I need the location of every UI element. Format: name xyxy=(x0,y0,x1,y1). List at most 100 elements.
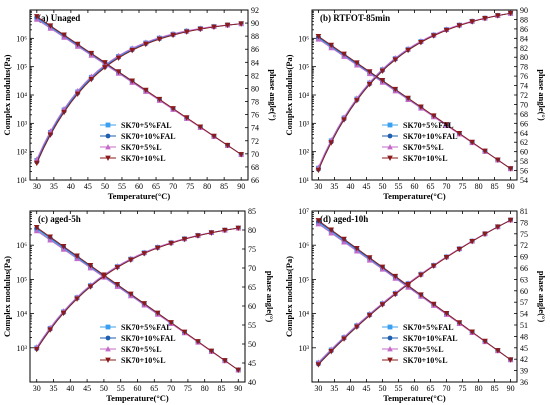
x-tick-label: 35 xyxy=(50,182,58,191)
modulus-point xyxy=(141,301,148,307)
phase-point xyxy=(418,272,424,278)
modulus-point xyxy=(456,130,463,137)
y-right-tick-label: 78 xyxy=(520,218,528,227)
y-right-tick-label: 90 xyxy=(520,6,528,15)
modulus-series-line xyxy=(36,227,239,371)
modulus-point xyxy=(443,310,450,317)
phase-series-line xyxy=(36,23,242,163)
modulus-point xyxy=(114,282,121,288)
phase-point xyxy=(341,336,347,342)
y-left-axis-label: Complex modulus(Pa) xyxy=(284,54,294,135)
modulus-point xyxy=(456,320,463,326)
y-right-tick-label: 75 xyxy=(248,245,256,254)
y-left-tick-label: 10⁶ xyxy=(16,241,27,250)
y-right-tick-label: 88 xyxy=(251,32,259,41)
x-tick-label: 50 xyxy=(100,384,108,393)
y-right-tick-label: 65 xyxy=(248,283,256,292)
modulus-point xyxy=(211,133,217,140)
x-tick-label: 55 xyxy=(394,182,402,191)
modulus-point xyxy=(328,42,335,49)
modulus-point xyxy=(235,367,242,374)
y-right-tick-label: 82 xyxy=(251,71,259,80)
modulus-point xyxy=(315,33,322,40)
modulus-point xyxy=(341,51,347,57)
phase-point xyxy=(482,16,488,22)
phase-point xyxy=(405,47,411,54)
x-tick-label: 85 xyxy=(491,182,499,191)
modulus-point xyxy=(168,320,174,326)
modulus-point xyxy=(47,23,54,29)
phase-point xyxy=(34,160,40,167)
x-tick-label: 80 xyxy=(201,384,209,393)
y-right-tick-label: 74 xyxy=(251,124,259,133)
legend-marker xyxy=(387,144,393,150)
x-tick-label: 60 xyxy=(411,384,419,393)
x-tick-label: 35 xyxy=(50,384,58,393)
modulus-point xyxy=(115,69,122,75)
y-left-tick-label: 10⁴ xyxy=(16,310,27,319)
panel-2: 30 35 40 45 50 55 60 65 70 75 80 85 90 10¹ 10² 10³ 10⁴ 10… xyxy=(284,6,547,201)
y-right-tick-label: 78 xyxy=(251,98,259,107)
y-right-tick-label: 69 xyxy=(520,253,528,262)
y-right-tick-label: 75 xyxy=(520,230,528,239)
y-left-tick-label: 10³ xyxy=(17,119,28,128)
x-tick-label: 35 xyxy=(330,182,338,191)
legend-marker xyxy=(387,122,393,128)
modulus-point xyxy=(315,220,322,227)
x-tick-label: 40 xyxy=(346,182,354,191)
y-right-tick-label: 60 xyxy=(248,302,256,311)
legend-marker xyxy=(387,357,393,363)
modulus-point xyxy=(33,227,40,234)
modulus-point xyxy=(443,122,450,128)
phase-point xyxy=(114,265,121,271)
legend-label: SK70+5%FAL xyxy=(121,323,172,332)
modulus-series-line xyxy=(36,16,242,155)
modulus-point xyxy=(379,264,386,270)
y-right-tick-label: 60 xyxy=(520,148,528,157)
x-tick-label: 90 xyxy=(507,182,515,191)
x-tick-label: 65 xyxy=(152,182,160,191)
phase-series-line xyxy=(36,23,242,164)
modulus-point xyxy=(88,50,95,57)
y-right-tick-label: 36 xyxy=(520,378,528,387)
panel-title: (b) RTFOT-85min xyxy=(320,13,390,23)
y-right-tick-label: 66 xyxy=(520,264,528,273)
phase-point xyxy=(443,255,450,261)
y-right-tick-label: 64 xyxy=(520,129,528,138)
x-axis-label: Temperature(°C) xyxy=(383,393,446,403)
modulus-point xyxy=(181,329,188,335)
modulus-point xyxy=(154,310,161,316)
modulus-point xyxy=(143,87,149,94)
phase-point xyxy=(494,13,501,19)
y-left-tick-label: 10⁵ xyxy=(16,63,27,72)
x-tick-label: 50 xyxy=(378,182,386,191)
x-tick-label: 45 xyxy=(362,182,370,191)
legend-label: SK70+10%FAL xyxy=(403,132,458,141)
y-right-tick-label: 92 xyxy=(251,6,259,15)
phase-point xyxy=(405,282,411,288)
legend-label: SK70+10%FAL xyxy=(403,334,458,343)
y-right-tick-label: 68 xyxy=(520,110,528,119)
phase-point xyxy=(469,19,475,25)
modulus-point xyxy=(430,113,437,119)
x-tick-label: 55 xyxy=(118,182,126,191)
y-right-tick-label: 68 xyxy=(251,163,259,172)
modulus-point xyxy=(222,358,228,364)
x-tick-label: 60 xyxy=(411,182,419,191)
legend-marker xyxy=(105,324,111,330)
y-right-tick-label: 85 xyxy=(248,207,256,216)
modulus-point xyxy=(238,152,244,158)
modulus-series-line xyxy=(318,220,511,361)
phase-point xyxy=(392,291,399,298)
phase-point xyxy=(456,246,463,253)
modulus-point xyxy=(197,124,204,130)
phase-point xyxy=(443,27,450,34)
legend-label: SK70+10%L xyxy=(121,356,166,365)
legend-label: SK70+10%FAL xyxy=(121,334,176,343)
x-tick-label: 30 xyxy=(314,384,322,393)
phase-point xyxy=(101,273,107,280)
x-axis-label: Temperature(°C) xyxy=(106,393,169,403)
phase-point xyxy=(195,233,201,239)
modulus-point xyxy=(127,291,134,297)
